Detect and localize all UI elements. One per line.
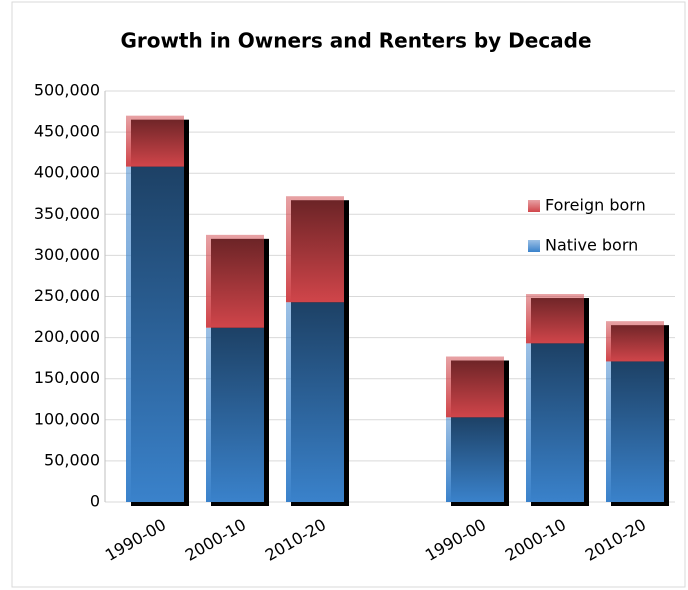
bar-segment — [606, 361, 664, 502]
bar-segment — [286, 196, 344, 303]
legend-swatch — [528, 200, 540, 212]
bar-segment — [206, 327, 264, 502]
y-tick-label: 250,000 — [34, 286, 100, 305]
y-tick-label: 500,000 — [34, 81, 100, 100]
bar-segment — [126, 166, 184, 502]
legend-label: Foreign born — [545, 196, 646, 215]
y-tick-label: 150,000 — [34, 368, 100, 387]
y-tick-label: 100,000 — [34, 409, 100, 428]
bar-segment — [526, 294, 584, 344]
y-tick-label: 400,000 — [34, 163, 100, 182]
legend-swatch — [528, 240, 540, 252]
y-tick-label: 300,000 — [34, 245, 100, 264]
bar-segment — [286, 302, 344, 502]
y-tick-label: 450,000 — [34, 122, 100, 141]
legend-label: Native born — [545, 236, 638, 255]
bar-segment — [446, 356, 504, 418]
bar-segment — [126, 115, 184, 167]
y-tick-label: 200,000 — [34, 327, 100, 346]
bar-segment — [526, 343, 584, 502]
y-tick-label: 50,000 — [44, 450, 100, 469]
y-tick-label: 350,000 — [34, 204, 100, 223]
bar-segment — [206, 234, 264, 328]
chart-title: Growth in Owners and Renters by Decade — [120, 29, 591, 53]
bar-segment — [606, 321, 664, 362]
bar-segment — [446, 417, 504, 502]
y-tick-label: 0 — [90, 492, 100, 511]
